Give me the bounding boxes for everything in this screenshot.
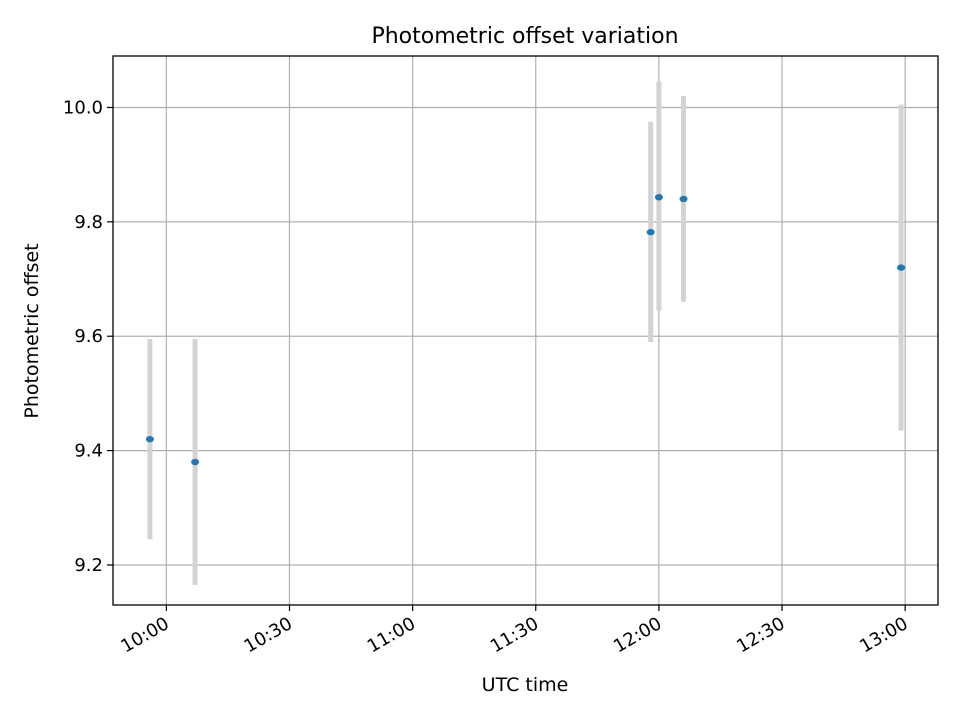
error-bars xyxy=(147,81,904,585)
x-tick-label: 10:00 xyxy=(117,613,172,657)
data-point xyxy=(145,435,154,443)
y-tick-label: 9.8 xyxy=(74,212,103,233)
y-tick-label: 9.2 xyxy=(74,555,103,576)
data-point xyxy=(897,264,906,271)
plot-frame xyxy=(112,55,939,606)
x-tick-label: 13:00 xyxy=(856,613,911,657)
x-tick-label: 11:30 xyxy=(487,613,542,657)
y-tick-label: 9.4 xyxy=(74,441,103,462)
x-tick-label: 11:00 xyxy=(364,613,419,657)
y-axis-ticks: 9.2 9.4 9.6 9.8 10.0 xyxy=(63,97,113,576)
x-axis-label: UTC time xyxy=(482,674,569,696)
x-tick-label: 10:30 xyxy=(241,613,296,657)
data-point xyxy=(191,458,200,466)
x-tick-label: 12:30 xyxy=(733,613,788,657)
data-point xyxy=(646,228,655,236)
grid xyxy=(113,56,938,605)
data-point xyxy=(679,195,688,203)
y-tick-label: 10.0 xyxy=(63,97,103,118)
x-axis-ticks: 10:00 10:30 11:00 11:30 12:00 12:30 13:00 xyxy=(117,605,912,657)
x-tick-label: 12:00 xyxy=(610,613,665,657)
chart-title: Photometric offset variation xyxy=(371,24,678,49)
y-axis-label: Photometric offset xyxy=(21,243,43,418)
data-points xyxy=(145,194,906,466)
y-tick-label: 9.6 xyxy=(74,326,103,347)
data-point xyxy=(654,194,663,201)
